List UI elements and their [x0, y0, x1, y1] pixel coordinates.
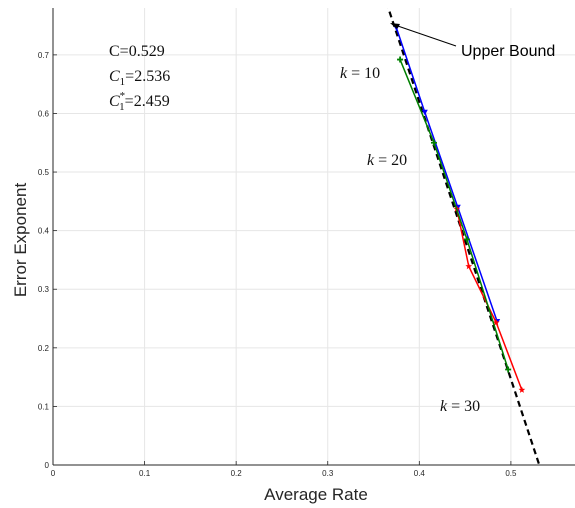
- x-tick-label: 0.3: [322, 469, 334, 478]
- axes: [52, 8, 575, 466]
- red-series-point: [465, 262, 473, 270]
- upper-bound-arrow-line: [391, 23, 457, 47]
- red-series-line: [456, 208, 523, 391]
- y-tick-label: 0.7: [38, 51, 50, 60]
- y-tick-label: 0.2: [38, 344, 50, 353]
- c1-subscript: 1: [120, 76, 126, 88]
- y-tick-label: 0: [45, 461, 50, 470]
- y-tick-label: 0.3: [38, 285, 50, 294]
- k20-value: 20: [391, 152, 407, 169]
- plot-area: [53, 8, 575, 465]
- k30-var: k: [440, 398, 448, 415]
- k10-equals: =: [347, 65, 364, 82]
- k10-var: k: [340, 65, 348, 82]
- x-tick-label: 0: [51, 469, 56, 478]
- green-series-line: [399, 59, 509, 370]
- c1s-value: =2.459: [125, 93, 170, 110]
- k20-var: k: [367, 152, 375, 169]
- c1s-letter: C: [109, 93, 120, 110]
- series-group: [387, 8, 541, 465]
- c1-star-annotation: C* 1=2.459: [109, 90, 170, 113]
- green-series-point: [505, 366, 512, 373]
- blue-series-point: [421, 109, 428, 116]
- upper-bound-series-line: [387, 8, 541, 465]
- series-clip-group: [387, 8, 541, 465]
- c1-annotation: C1=2.536: [109, 68, 170, 88]
- tick-labels: 0 0.1 0.2 0.3 0.4 0.5 0 0.1 0.2 0.3 0.4 0.5 0.6 0.7: [38, 51, 517, 478]
- y-tick-label: 0.5: [38, 168, 50, 177]
- upper-bound-label: Upper Bound: [461, 43, 555, 60]
- k30-label: k = 30: [440, 398, 480, 415]
- x-tick-label: 0.5: [505, 469, 517, 478]
- x-tick-label: 0.2: [231, 469, 243, 478]
- k10-value: 10: [364, 65, 380, 82]
- green-series-point: [430, 139, 437, 146]
- c1s-subscript: 1: [119, 101, 125, 113]
- c1-letter: C: [109, 68, 120, 85]
- k30-equals: =: [447, 398, 464, 415]
- k10-label: k = 10: [340, 65, 380, 82]
- green-series-point: [397, 56, 404, 63]
- c-annotation: C=0.529: [109, 43, 165, 60]
- red-series-point: [518, 386, 526, 393]
- upper-bound-arrow-head: [390, 23, 400, 29]
- y-axis-label: Error Exponent: [11, 183, 30, 298]
- green-series-point: [463, 236, 470, 243]
- k30-value: 30: [464, 398, 480, 415]
- x-tick-label: 0.1: [139, 469, 151, 478]
- c1-value: =2.536: [125, 68, 170, 85]
- k20-equals: =: [374, 152, 391, 169]
- y-tick-label: 0.1: [38, 402, 50, 411]
- y-tick-label: 0.6: [38, 109, 50, 118]
- x-axis-label: Average Rate: [264, 485, 368, 504]
- k20-label: k = 20: [367, 152, 407, 169]
- y-tick-label: 0.4: [38, 227, 50, 236]
- blue-series-line: [395, 27, 498, 322]
- c1s-superscript: *: [120, 90, 126, 102]
- x-tick-label: 0.4: [414, 469, 426, 478]
- red-series-point: [492, 319, 500, 326]
